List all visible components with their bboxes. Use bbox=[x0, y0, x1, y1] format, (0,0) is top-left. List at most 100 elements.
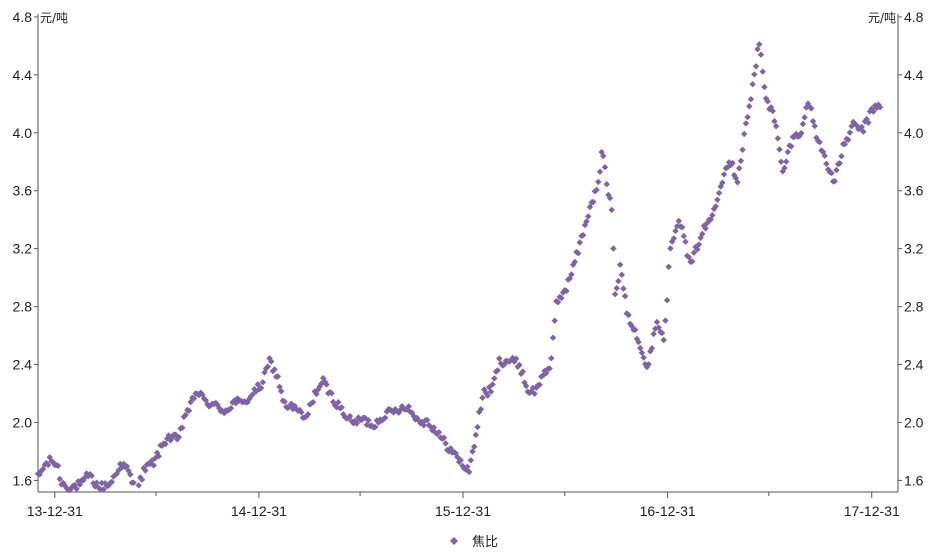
data-point bbox=[821, 152, 828, 159]
data-point bbox=[774, 135, 781, 142]
data-point bbox=[491, 375, 498, 382]
data-point bbox=[695, 241, 703, 248]
data-point bbox=[824, 166, 832, 173]
data-point bbox=[127, 471, 134, 478]
data-point bbox=[298, 409, 305, 416]
data-point bbox=[632, 326, 639, 333]
data-point bbox=[737, 157, 745, 165]
data-point bbox=[694, 246, 701, 253]
data-point bbox=[625, 311, 632, 319]
data-point bbox=[803, 104, 810, 111]
data-point bbox=[645, 361, 652, 368]
data-point bbox=[600, 152, 607, 160]
data-point bbox=[195, 391, 203, 399]
data-point bbox=[616, 261, 624, 268]
y-tick-label-right: 3.6 bbox=[904, 183, 924, 199]
data-point bbox=[484, 392, 491, 399]
x-tick-label: 15-12-31 bbox=[435, 503, 491, 519]
data-point bbox=[640, 354, 647, 361]
data-point bbox=[46, 454, 53, 461]
data-point bbox=[583, 218, 590, 225]
data-point bbox=[281, 398, 288, 405]
data-point bbox=[752, 63, 760, 70]
data-point bbox=[647, 348, 654, 355]
data-point bbox=[559, 289, 567, 296]
data-point bbox=[489, 381, 496, 388]
data-point bbox=[746, 103, 753, 110]
data-point bbox=[682, 238, 689, 245]
data-point bbox=[819, 148, 827, 156]
data-point bbox=[865, 119, 872, 126]
data-point bbox=[586, 203, 594, 211]
data-point bbox=[675, 217, 682, 225]
data-point bbox=[309, 399, 317, 406]
data-point bbox=[828, 169, 835, 177]
data-point bbox=[771, 118, 778, 125]
data-point bbox=[346, 412, 354, 420]
y-tick-label-left: 2.8 bbox=[13, 299, 33, 315]
data-point bbox=[799, 120, 807, 128]
data-point bbox=[551, 317, 558, 324]
data-point bbox=[541, 367, 548, 375]
data-point bbox=[517, 370, 525, 377]
data-point bbox=[546, 365, 553, 372]
data-point bbox=[162, 440, 169, 448]
data-point bbox=[851, 120, 859, 127]
data-point bbox=[536, 381, 543, 388]
data-point bbox=[697, 234, 704, 241]
data-point bbox=[741, 130, 748, 138]
data-point bbox=[798, 129, 805, 137]
data-point bbox=[56, 475, 63, 483]
data-point bbox=[96, 486, 104, 493]
data-point bbox=[848, 123, 855, 130]
data-point bbox=[60, 479, 67, 487]
data-point bbox=[615, 277, 622, 285]
data-point bbox=[581, 221, 589, 229]
y-tick-label-right: 2.0 bbox=[904, 414, 924, 430]
data-point bbox=[512, 355, 520, 362]
data-point bbox=[185, 407, 193, 414]
data-point bbox=[739, 146, 746, 153]
y-tick-label-left: 4.0 bbox=[13, 125, 33, 141]
data-point bbox=[98, 479, 105, 487]
x-tick-label: 17-12-31 bbox=[844, 503, 900, 519]
x-ticks-group: 13-12-31 14-12-31 15-12-31 16-12-31 17-12-31 bbox=[27, 492, 900, 519]
data-point bbox=[580, 232, 587, 239]
data-point bbox=[627, 320, 634, 327]
data-point bbox=[155, 453, 162, 460]
data-point bbox=[365, 417, 372, 424]
data-point bbox=[725, 159, 733, 166]
data-point bbox=[596, 168, 604, 175]
data-point bbox=[732, 174, 739, 182]
data-point bbox=[519, 368, 526, 375]
data-point bbox=[783, 158, 790, 165]
data-point bbox=[761, 83, 768, 91]
data-point bbox=[734, 179, 741, 186]
data-point bbox=[271, 366, 278, 373]
data-point bbox=[709, 212, 716, 219]
data-point bbox=[699, 230, 706, 238]
data-point bbox=[605, 191, 612, 199]
data-point bbox=[717, 183, 724, 190]
data-point bbox=[93, 479, 100, 486]
y-tick-label-right: 1.6 bbox=[904, 472, 924, 488]
data-point bbox=[563, 287, 570, 295]
data-point bbox=[876, 104, 884, 111]
data-point bbox=[719, 179, 726, 186]
data-point bbox=[769, 107, 776, 115]
data-point bbox=[838, 153, 845, 160]
data-point bbox=[496, 355, 503, 362]
data-point bbox=[628, 322, 635, 330]
data-point bbox=[533, 384, 540, 391]
y-ticks-group: 1.6 1.6 2.0 2.0 2.4 2.4 2.8 2.8 3.2 3.2 3.6 3.6 4.0 4… bbox=[13, 9, 924, 489]
data-point bbox=[823, 160, 830, 167]
data-point bbox=[405, 403, 412, 410]
legend-label: 焦比 bbox=[472, 535, 498, 550]
data-point bbox=[845, 136, 852, 143]
data-point bbox=[514, 363, 521, 370]
data-point bbox=[642, 360, 649, 368]
y-tick-label-right: 2.4 bbox=[904, 357, 924, 373]
y-tick-label-left: 3.2 bbox=[13, 241, 33, 257]
